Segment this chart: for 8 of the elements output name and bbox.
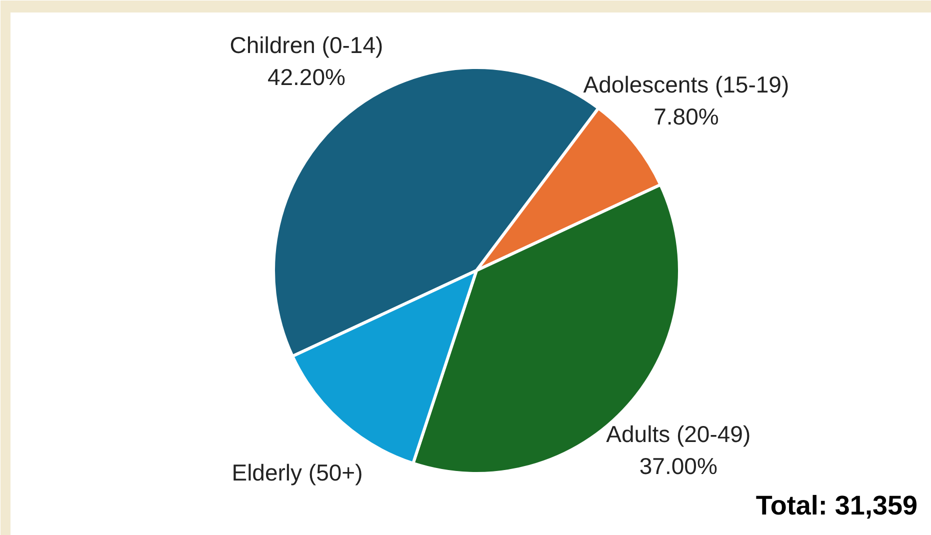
data-label: 42.20% <box>267 64 346 90</box>
slice-label: Children (0-14) <box>230 32 384 58</box>
slice-label: Adolescents (15-19) <box>583 71 790 98</box>
data-label: 37.00% <box>639 452 718 479</box>
text: Total: 31,359 <box>756 490 918 520</box>
data-label: 7.80% <box>654 103 719 130</box>
slice-label: Adults (20-49) <box>606 420 751 447</box>
slice-label: Elderly (50+) <box>232 459 363 486</box>
